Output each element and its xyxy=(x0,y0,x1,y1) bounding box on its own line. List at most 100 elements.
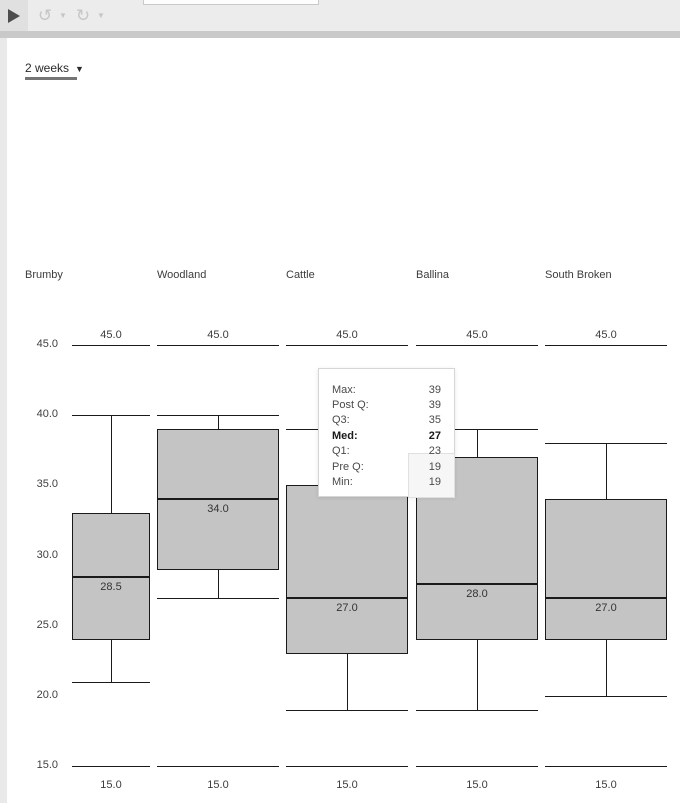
whisker-upper-line xyxy=(606,443,607,500)
limit-label-bottom: 15.0 xyxy=(466,779,488,791)
period-underline xyxy=(25,77,77,80)
whisker-lower-line xyxy=(477,639,478,710)
y-axis-tick-label: 30.0 xyxy=(36,548,58,561)
tooltip-row: Pre Q: 19 xyxy=(319,459,454,474)
median-label: 27.0 xyxy=(595,601,617,614)
limit-line-top xyxy=(286,345,408,346)
y-axis-tick-label: 40.0 xyxy=(36,408,58,421)
column-header: Cattle xyxy=(286,269,315,281)
tooltip-row: Max: 39 xyxy=(319,382,454,397)
median-label: 28.5 xyxy=(100,580,122,593)
tooltip-row: Q3: 35 xyxy=(319,413,454,428)
tooltip-label: Pre Q: xyxy=(332,460,364,473)
tooltip-row: Post Q: 39 xyxy=(319,397,454,412)
limit-line-bottom xyxy=(545,766,667,767)
median-line xyxy=(72,575,150,578)
tooltip-row: Med: 27 xyxy=(319,428,454,443)
chevron-down-icon: ▼ xyxy=(97,11,105,20)
limit-label-top: 45.0 xyxy=(595,329,617,341)
tooltip-label: Med: xyxy=(332,429,358,442)
tooltip-value: 19 xyxy=(428,476,441,489)
whisker-upper-line xyxy=(477,429,478,458)
column-header: Brumby xyxy=(25,269,63,281)
chevron-down-icon: ▼ xyxy=(59,11,67,20)
whisker-lower-cap xyxy=(72,681,150,683)
tooltip-label: Post Q: xyxy=(332,399,369,412)
chevron-down-icon: ▼ xyxy=(75,64,84,74)
whisker-upper-cap xyxy=(72,415,150,417)
limit-line-bottom xyxy=(157,766,279,767)
y-axis-tick-label: 20.0 xyxy=(36,688,58,701)
tooltip-row: Min: 19 xyxy=(319,474,454,489)
limit-label-bottom: 15.0 xyxy=(595,779,617,791)
whisker-upper-line xyxy=(111,415,112,514)
whisker-lower-line xyxy=(111,639,112,682)
tooltip-value: 27 xyxy=(428,429,441,442)
limit-line-top xyxy=(416,345,538,346)
tooltip-value-highlight xyxy=(408,453,455,498)
limit-line-top xyxy=(545,345,667,346)
y-axis-tick-label: 35.0 xyxy=(36,478,58,491)
tooltip-label: Min: xyxy=(332,476,353,489)
period-label: 2 weeks xyxy=(25,61,70,75)
tooltip-value: 39 xyxy=(428,399,441,412)
limit-label-bottom: 15.0 xyxy=(207,779,229,791)
redo-icon: ↻ xyxy=(75,5,91,25)
limit-label-top: 45.0 xyxy=(100,329,122,341)
limit-line-bottom xyxy=(416,766,538,767)
undo-icon: ↺ xyxy=(37,5,53,25)
whisker-lower-cap xyxy=(416,709,538,711)
tooltip-label: Max: xyxy=(332,383,356,396)
limit-label-top: 45.0 xyxy=(466,329,488,341)
median-label: 28.0 xyxy=(466,587,488,600)
limit-label-top: 45.0 xyxy=(207,329,229,341)
undo-button[interactable]: ↺ xyxy=(34,0,56,31)
whisker-lower-line xyxy=(218,569,219,598)
whisker-lower-cap xyxy=(157,597,279,599)
box-plot-box[interactable] xyxy=(286,485,408,654)
whisker-upper-line xyxy=(218,415,219,430)
column-header: Woodland xyxy=(157,269,207,281)
limit-line-top xyxy=(157,345,279,346)
tooltip-value: 35 xyxy=(428,414,441,427)
play-button[interactable] xyxy=(0,0,28,31)
column-header: South Broken xyxy=(545,269,612,281)
undo-dropdown-button[interactable]: ▼ xyxy=(56,0,70,31)
y-axis-tick-label: 15.0 xyxy=(36,759,58,771)
limit-line-bottom xyxy=(286,766,408,767)
median-line xyxy=(545,596,667,599)
median-line xyxy=(416,582,538,585)
tooltip-value: 19 xyxy=(428,460,441,473)
column-header: Ballina xyxy=(416,269,450,281)
whisker-lower-line xyxy=(606,639,607,696)
y-axis-tick-label: 45.0 xyxy=(36,338,58,350)
median-line xyxy=(157,498,279,501)
whisker-upper-cap xyxy=(157,415,279,417)
redo-dropdown-button[interactable]: ▼ xyxy=(94,0,108,31)
redo-button[interactable]: ↻ xyxy=(72,0,94,31)
toolbar: ↺ ▼ ↻ ▼ xyxy=(0,0,680,31)
play-icon xyxy=(8,8,20,23)
limit-label-bottom: 15.0 xyxy=(336,779,358,791)
box-plot-box[interactable] xyxy=(545,499,667,640)
limit-label-top: 45.0 xyxy=(336,329,358,341)
side-panel-strip xyxy=(0,38,7,803)
whisker-upper-cap xyxy=(416,429,538,431)
tooltip-value: 39 xyxy=(428,383,441,396)
whisker-lower-cap xyxy=(286,709,408,711)
limit-line-top xyxy=(72,345,150,346)
toolbar-divider xyxy=(0,31,680,38)
tooltip-row: Q1: 23 xyxy=(319,444,454,459)
tooltip-label: Q1: xyxy=(332,445,350,458)
whisker-upper-cap xyxy=(545,443,667,445)
limit-label-bottom: 15.0 xyxy=(100,779,122,791)
tooltip-value: 23 xyxy=(428,445,441,458)
limit-line-bottom xyxy=(72,766,150,767)
period-dropdown[interactable]: 2 weeks ▼ xyxy=(25,59,84,77)
tooltip: Max: 39 Post Q: 39 Q3: 35 Med: 27 Q1: 23 Pre Q: 19 M… xyxy=(318,368,455,498)
whisker-lower-cap xyxy=(545,695,667,697)
tab-strip xyxy=(143,0,319,5)
whisker-lower-line xyxy=(347,653,348,710)
